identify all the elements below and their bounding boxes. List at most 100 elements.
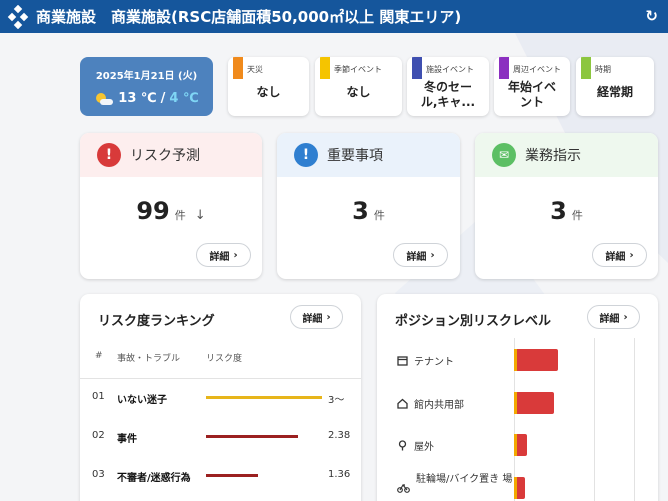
event-card-period[interactable]: 時期 経常期 [576, 57, 654, 116]
bar-marker [514, 477, 517, 499]
card-count: 99 件 ↓ [80, 197, 262, 225]
chevron-right-icon: › [233, 249, 238, 261]
count-value: 99 [136, 197, 170, 225]
column-header-risk: リスク度 [206, 354, 243, 364]
weather: 13 ℃ / 4 ℃ [80, 91, 213, 106]
warning-icon: ! [97, 143, 121, 167]
temp-low: 4 ℃ [169, 91, 199, 106]
chevron-right-icon: › [430, 249, 435, 261]
work-instructions-card: ✉ 業務指示 3 件 詳細 › [475, 133, 658, 279]
event-value: なし [256, 85, 281, 99]
refresh-icon[interactable]: ↻ [645, 7, 658, 25]
divider [80, 378, 361, 379]
detail-label: 詳細 [599, 313, 620, 325]
count-unit: 件 [174, 209, 186, 222]
important-detail-button[interactable]: 詳細 › [393, 243, 448, 267]
bar-marker [514, 392, 517, 414]
card-count: 3 件 [277, 197, 460, 225]
logo-icon [7, 4, 29, 29]
position-row[interactable]: 屋外 [397, 438, 434, 453]
detail-label: 詳細 [302, 313, 323, 325]
position-detail-button[interactable]: 詳細 › [587, 305, 640, 329]
card-title: 業務指示 [525, 148, 581, 164]
event-label: 周辺イベント [513, 65, 561, 74]
risk-bar [206, 396, 322, 399]
count-unit: 件 [571, 209, 583, 222]
panel-title: リスク度ランキング [98, 314, 215, 329]
ranking-row[interactable]: 01 いない迷子 3〜 [80, 391, 361, 411]
event-color-tag [320, 57, 330, 79]
position-label: 屋外 [414, 442, 434, 453]
event-card-facility[interactable]: 施設イベント 冬のセー ル,キャ... [407, 57, 489, 116]
bar-marker [514, 349, 517, 371]
card-header: ! 重要事項 [277, 133, 460, 177]
position-row[interactable]: テナント [397, 353, 454, 368]
card-count: 3 件 [475, 197, 658, 225]
event-value: 経常期 [596, 85, 633, 99]
chevron-right-icon: › [629, 249, 634, 261]
event-color-tag [499, 57, 509, 79]
incident-name: いない迷子 [117, 395, 167, 406]
column-header-incident: 事故・トラブル [117, 354, 181, 364]
risk-detail-button[interactable]: 詳細 › [196, 243, 251, 267]
bar-marker [514, 434, 517, 456]
tree-icon [398, 440, 407, 451]
date-label: 2025年1月21日 (火) [95, 71, 198, 82]
incident-name: 不審者/迷惑行為 [117, 473, 191, 484]
date-weather-card: 2025年1月21日 (火) 13 ℃ / 4 ℃ [80, 57, 213, 116]
position-row[interactable]: 駐輪場/バイク置き 場 [397, 474, 520, 493]
ranking-row[interactable]: 03 不審者/迷惑行為 1.36 [80, 469, 361, 489]
info-icon: ! [294, 143, 318, 167]
chevron-right-icon: › [326, 311, 331, 323]
ranking-detail-button[interactable]: 詳細 › [290, 305, 343, 329]
event-label: 天災 [247, 65, 263, 74]
risk-bar-fill [206, 435, 298, 438]
instructions-detail-button[interactable]: 詳細 › [592, 243, 647, 267]
chevron-right-icon: › [623, 311, 628, 323]
event-card-disaster[interactable]: 天災 なし [228, 57, 309, 116]
card-title: 重要事項 [327, 148, 383, 164]
event-value: 冬のセー ル,キャ... [420, 80, 476, 109]
page-title: 商業施設(RSC店舗面積50,000㎡以上 関東エリア) [111, 8, 462, 26]
ranking-row[interactable]: 02 事件 2.38 [80, 430, 361, 450]
position-label: テナント [414, 357, 454, 368]
home-icon [397, 398, 408, 409]
grid-line [634, 338, 635, 501]
detail-label: 詳細 [209, 251, 230, 263]
event-value: なし [346, 85, 371, 99]
event-card-nearby[interactable]: 周辺イベント 年始イベ ント [494, 57, 570, 116]
grid-line [594, 338, 595, 501]
event-color-tag [581, 57, 591, 79]
app-header: 商業施設 商業施設(RSC店舗面積50,000㎡以上 関東エリア) ↻ [0, 0, 668, 33]
position-row[interactable]: 館内共用部 [397, 396, 464, 411]
count-value: 3 [550, 197, 567, 225]
position-bar-fill [517, 477, 525, 499]
risk-value: 1.36 [328, 469, 351, 480]
important-items-card: ! 重要事項 3 件 詳細 › [277, 133, 460, 279]
event-label: 施設イベント [426, 65, 474, 74]
event-card-seasonal[interactable]: 季節イベント なし [315, 57, 402, 116]
section-name: 商業施設 [36, 8, 97, 26]
event-value: 年始イベ ント [507, 80, 556, 109]
position-risk-panel: ポジション別リスクレベル 詳細 › [377, 294, 658, 501]
temp-high: 13 ℃ [118, 91, 157, 106]
risk-bar-fill [206, 396, 322, 399]
position-bar-fill [517, 349, 558, 371]
position-bar-fill [517, 392, 554, 414]
count-unit: 件 [373, 209, 385, 222]
panel-title: ポジション別リスクレベル [395, 314, 552, 329]
card-header: ! リスク予測 [80, 133, 262, 177]
risk-bar-fill [206, 474, 258, 477]
event-color-tag [412, 57, 422, 79]
event-color-tag [233, 57, 243, 79]
grid-line [514, 338, 515, 501]
detail-label: 詳細 [605, 251, 626, 263]
bike-icon [397, 483, 410, 493]
trend-down-icon: ↓ [194, 208, 206, 223]
risk-bar [206, 474, 322, 477]
event-label: 時期 [595, 65, 611, 74]
column-header-number: # [95, 351, 103, 361]
partly-cloudy-icon [94, 92, 114, 106]
count-value: 3 [352, 197, 369, 225]
card-header: ✉ 業務指示 [475, 133, 658, 177]
